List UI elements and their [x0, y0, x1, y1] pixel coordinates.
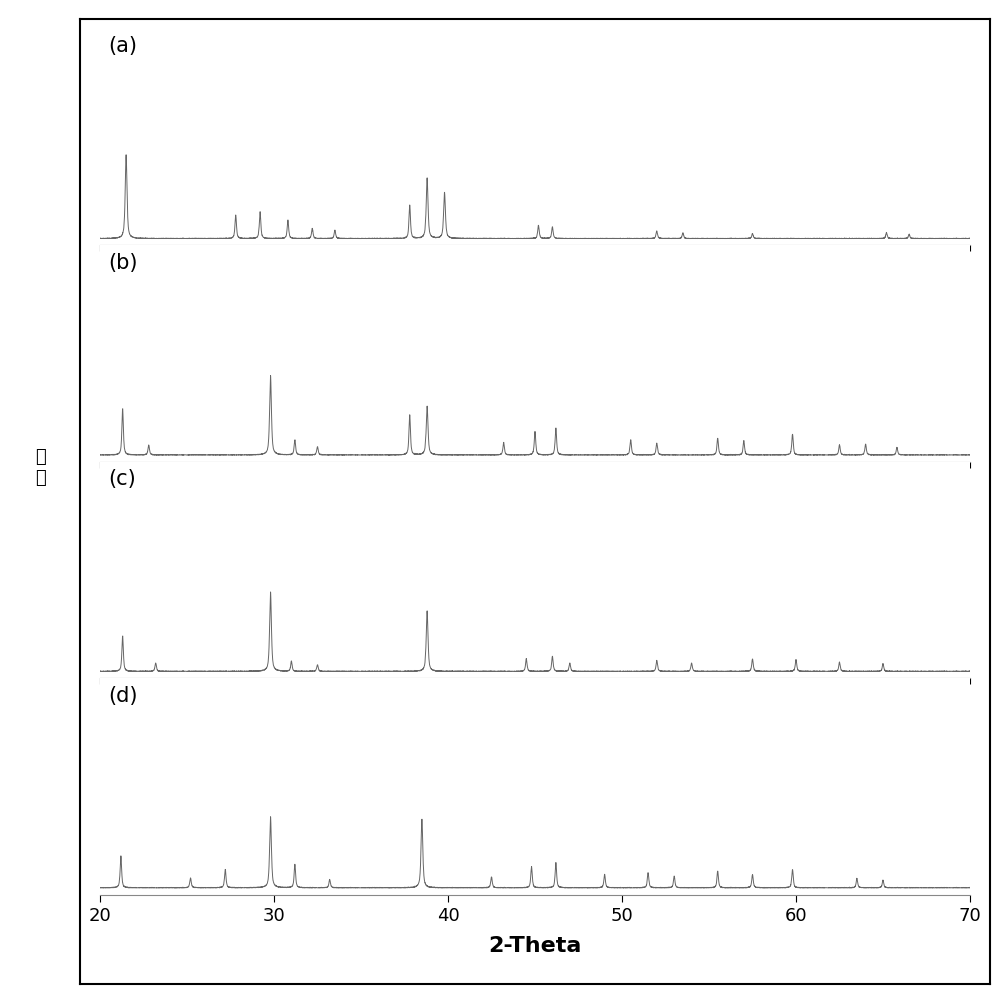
- Text: (d): (d): [109, 685, 138, 705]
- Text: (b): (b): [109, 252, 138, 272]
- Text: 强
度: 强 度: [35, 448, 45, 486]
- Text: (a): (a): [109, 37, 138, 57]
- X-axis label: 2-Theta: 2-Theta: [488, 935, 582, 955]
- Text: (c): (c): [109, 469, 136, 489]
